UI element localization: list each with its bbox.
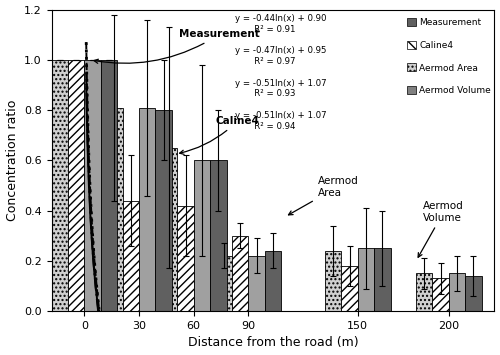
- Bar: [194, 160, 210, 311]
- Bar: [265, 251, 281, 311]
- Bar: [178, 206, 194, 311]
- Bar: [106, 108, 122, 311]
- Bar: [68, 60, 84, 311]
- Bar: [416, 273, 432, 311]
- Bar: [139, 108, 156, 311]
- Text: y = -0.44ln(x) + 0.90
       R² = 0.91

y = -0.47ln(x) + 0.95
       R² = 0.97

: y = -0.44ln(x) + 0.90 R² = 0.91 y = -0.4…: [236, 14, 327, 131]
- Y-axis label: Concentration ratio: Concentration ratio: [6, 100, 18, 221]
- Legend: Measurement, Caline4, Aermod Area, Aermod Volume: Measurement, Caline4, Aermod Area, Aermo…: [404, 14, 494, 99]
- Text: Aermod
Volume: Aermod Volume: [418, 201, 464, 257]
- Bar: [358, 248, 374, 311]
- Bar: [466, 276, 481, 311]
- Text: Measurement: Measurement: [94, 29, 260, 63]
- Bar: [161, 148, 178, 311]
- Text: Aermod
Area: Aermod Area: [288, 176, 358, 215]
- Bar: [84, 60, 101, 311]
- Bar: [325, 251, 342, 311]
- Bar: [232, 236, 248, 311]
- Bar: [101, 60, 117, 311]
- Bar: [248, 256, 265, 311]
- Bar: [216, 256, 232, 311]
- Bar: [122, 201, 139, 311]
- Bar: [342, 266, 358, 311]
- Bar: [374, 248, 390, 311]
- Bar: [156, 110, 172, 311]
- Bar: [449, 273, 466, 311]
- X-axis label: Distance from the road (m): Distance from the road (m): [188, 337, 358, 349]
- Bar: [432, 278, 449, 311]
- Bar: [52, 60, 68, 311]
- Text: Caline4: Caline4: [180, 116, 260, 154]
- Bar: [210, 160, 226, 311]
